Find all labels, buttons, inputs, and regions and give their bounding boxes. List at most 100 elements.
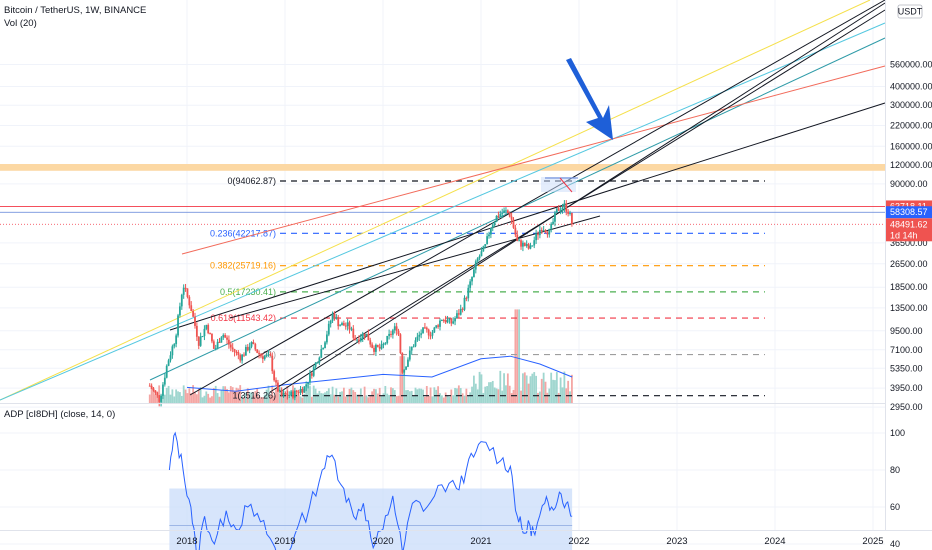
candle-body — [271, 355, 274, 372]
time-tick-label: 2025 — [862, 536, 883, 547]
candle-body — [439, 320, 441, 327]
volume-bar — [326, 391, 328, 403]
candle-body — [414, 340, 417, 347]
candle-body — [216, 341, 219, 349]
symbol-title[interactable]: Bitcoin / TetherUS, 1W, BINANCE — [4, 5, 147, 16]
volume-bar — [563, 371, 566, 403]
indicator-legend[interactable]: ADP [cI8DH] (close, 14, 0) — [4, 409, 116, 420]
candle-body — [499, 213, 502, 217]
volume-bar — [209, 397, 211, 403]
candle-body — [391, 330, 394, 335]
candle-body — [399, 334, 402, 354]
trend-line[interactable] — [279, 2, 886, 393]
candle-body — [384, 343, 387, 345]
indicator-tick-label: 80 — [890, 465, 900, 475]
volume-bar — [376, 393, 379, 403]
volume-bar — [344, 396, 347, 403]
candle-body — [173, 344, 176, 347]
candle-body — [195, 325, 198, 337]
candle-body — [369, 340, 372, 345]
volume-bar — [220, 390, 223, 403]
candle-body — [425, 327, 428, 330]
trend-line[interactable] — [181, 65, 886, 255]
trend-line[interactable] — [169, 102, 886, 331]
candle-body — [282, 393, 285, 396]
candle-body — [339, 325, 342, 327]
volume-bar — [199, 387, 202, 403]
candle-body — [190, 305, 193, 311]
volume-bar — [346, 394, 349, 403]
candle-body — [469, 281, 472, 288]
indicator-axis[interactable]: 100 80 60 40 — [890, 428, 905, 549]
candle-body — [169, 355, 172, 361]
trend-lines[interactable] — [0, 0, 886, 401]
volume-bar — [214, 385, 217, 403]
volume-bar — [412, 396, 415, 403]
close-price-badge: 48491.62 — [890, 219, 928, 229]
candle-body — [444, 320, 447, 323]
candle-body — [442, 319, 445, 321]
price-tick-label: 560000.00 — [890, 59, 932, 69]
candle-body — [180, 294, 183, 307]
candle-body — [422, 327, 424, 334]
fib-level-label: 1(3516.26) — [232, 391, 276, 401]
volume-bar — [195, 394, 198, 403]
candle-body — [148, 385, 151, 387]
candle-body — [220, 337, 223, 343]
volume-bar — [489, 382, 492, 403]
candle-body — [388, 333, 391, 336]
candle-body — [533, 240, 536, 246]
volume-bar — [295, 393, 298, 403]
trend-line[interactable] — [0, 0, 871, 401]
candle-body — [484, 244, 487, 247]
volume-bar — [435, 389, 438, 403]
fibonacci-retracement[interactable]: 0(94062.87) 0.236(42217.87) 0.382(25719.16… — [210, 176, 765, 401]
volume-bar — [177, 391, 179, 403]
volume-bar — [252, 395, 255, 403]
price-projection-drawing[interactable] — [541, 177, 578, 193]
time-tick-label: 2024 — [764, 536, 785, 547]
volume-bar — [557, 392, 560, 403]
candle-body — [361, 333, 364, 339]
volume-bar — [429, 387, 432, 403]
volume-bar — [567, 380, 570, 403]
volume-bar — [508, 385, 511, 403]
fib-level-label: 0.236(42217.87) — [210, 228, 276, 238]
candle-body — [559, 210, 562, 212]
candle-body — [480, 251, 483, 257]
volume-bar — [163, 394, 166, 403]
candle-body — [248, 346, 251, 351]
trend-line[interactable] — [0, 22, 886, 401]
currency-button[interactable]: USDT — [897, 4, 923, 19]
candle-body — [258, 352, 260, 355]
candle-body — [273, 371, 276, 381]
trend-line[interactable] — [189, 0, 886, 396]
candle-body — [435, 325, 438, 328]
volume-bar — [505, 385, 507, 403]
candle-body — [260, 354, 262, 357]
price-axis[interactable]: 560000.00 400000.00 300000.00 220000.00 1600… — [890, 59, 932, 412]
time-axis[interactable]: 2018 2019 2020 2021 2022 2023 2024 2025 — [176, 536, 883, 547]
candle-body — [550, 223, 553, 229]
candle-body — [250, 342, 253, 347]
blue-price-badge: 58308.57 — [890, 207, 928, 217]
time-tick-label: 2021 — [470, 536, 491, 547]
candle-body — [523, 242, 526, 246]
volume-bar — [263, 394, 266, 403]
candle-body — [222, 335, 225, 338]
price-candles — [148, 200, 573, 407]
volume-bar — [341, 391, 343, 403]
volume-bar — [425, 386, 428, 403]
time-tick-label: 2023 — [666, 536, 687, 547]
volume-bar — [312, 385, 315, 403]
volume-bar — [339, 391, 342, 403]
candle-body — [495, 215, 498, 223]
volume-bar — [233, 390, 236, 403]
candle-body — [231, 347, 234, 350]
candle-body — [179, 306, 181, 316]
candle-body — [431, 332, 434, 336]
volume-bar — [546, 392, 549, 403]
volume-legend[interactable]: Vol (20) — [4, 18, 37, 29]
